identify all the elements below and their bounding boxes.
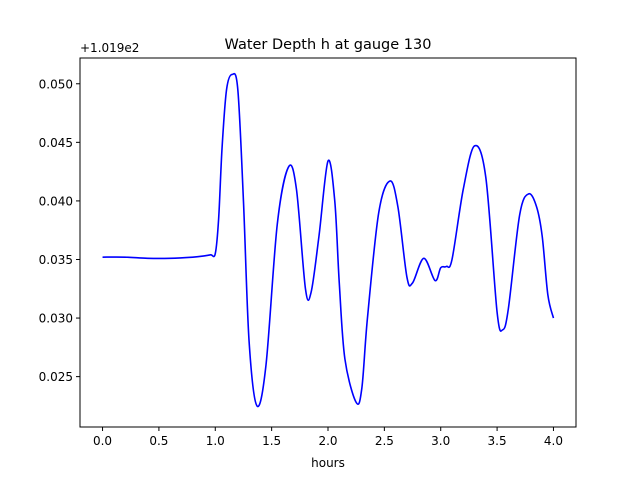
x-tick-label: 1.5 [262, 434, 281, 448]
x-tick-label: 0.0 [93, 434, 112, 448]
series-line [102, 72, 555, 408]
plot-area [102, 72, 555, 408]
y-tick-label: 0.035 [39, 253, 73, 267]
y-tick-label: 0.040 [39, 194, 73, 208]
y-axis-offset-label: +1.019e2 [80, 41, 139, 55]
x-tick-label: 2.5 [375, 434, 394, 448]
x-tick-label: 2.0 [318, 434, 337, 448]
y-tick-label: 0.025 [39, 370, 73, 384]
x-axis: 0.0 0.5 1.0 1.5 2.0 2.5 3.0 3.5 4.0 [93, 427, 563, 448]
x-tick-label: 1.0 [206, 434, 225, 448]
x-tick-label: 3.0 [431, 434, 450, 448]
x-tick-label: 3.5 [488, 434, 507, 448]
chart-title: Water Depth h at gauge 130 [225, 37, 432, 53]
y-tick-label: 0.050 [39, 77, 73, 91]
x-tick-label: 4.0 [544, 434, 563, 448]
x-tick-label: 0.5 [149, 434, 168, 448]
x-axis-label: hours [311, 456, 345, 470]
y-tick-label: 0.045 [39, 136, 73, 150]
y-tick-label: 0.030 [39, 312, 73, 326]
y-axis: 0.025 0.030 0.035 0.040 0.045 0.050 [39, 77, 80, 384]
